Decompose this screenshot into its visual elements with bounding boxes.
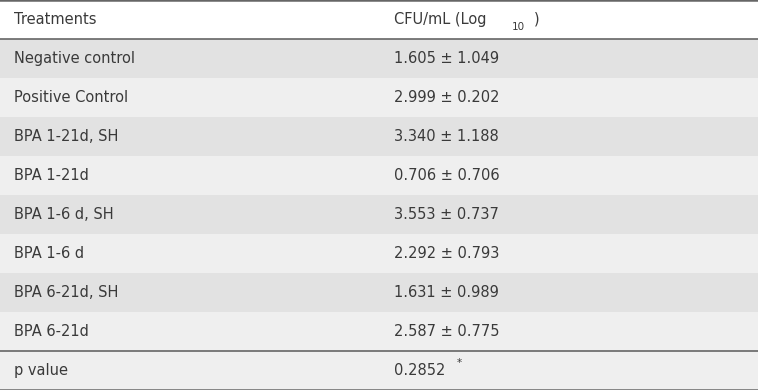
Bar xyxy=(0,117,758,156)
Bar xyxy=(0,39,758,78)
Text: ): ) xyxy=(534,12,540,27)
Text: 3.340 ± 1.188: 3.340 ± 1.188 xyxy=(394,129,499,144)
Bar xyxy=(0,156,758,195)
Text: Negative control: Negative control xyxy=(14,51,135,66)
Text: BPA 1-21d: BPA 1-21d xyxy=(14,168,89,183)
Text: BPA 6-21d, SH: BPA 6-21d, SH xyxy=(14,285,118,300)
Text: BPA 1-21d, SH: BPA 1-21d, SH xyxy=(14,129,118,144)
Text: 2.292 ± 0.793: 2.292 ± 0.793 xyxy=(394,246,500,261)
Text: 3.553 ± 0.737: 3.553 ± 0.737 xyxy=(394,207,499,222)
Text: 10: 10 xyxy=(512,21,525,32)
Bar xyxy=(0,351,758,390)
Text: BPA 6-21d: BPA 6-21d xyxy=(14,324,89,339)
Text: *: * xyxy=(456,358,462,369)
Bar xyxy=(0,234,758,273)
Text: p value: p value xyxy=(14,363,67,378)
Text: 2.999 ± 0.202: 2.999 ± 0.202 xyxy=(394,90,500,105)
Text: 1.605 ± 1.049: 1.605 ± 1.049 xyxy=(394,51,500,66)
Bar xyxy=(0,78,758,117)
Bar xyxy=(0,195,758,234)
Text: Treatments: Treatments xyxy=(14,12,96,27)
Text: CFU/mL (Log: CFU/mL (Log xyxy=(394,12,487,27)
Text: 0.706 ± 0.706: 0.706 ± 0.706 xyxy=(394,168,500,183)
Bar xyxy=(0,312,758,351)
Bar xyxy=(0,273,758,312)
Bar xyxy=(0,0,758,39)
Text: 0.2852: 0.2852 xyxy=(394,363,446,378)
Text: 1.631 ± 0.989: 1.631 ± 0.989 xyxy=(394,285,499,300)
Text: BPA 1-6 d: BPA 1-6 d xyxy=(14,246,84,261)
Text: BPA 1-6 d, SH: BPA 1-6 d, SH xyxy=(14,207,113,222)
Text: 2.587 ± 0.775: 2.587 ± 0.775 xyxy=(394,324,500,339)
Text: Positive Control: Positive Control xyxy=(14,90,128,105)
